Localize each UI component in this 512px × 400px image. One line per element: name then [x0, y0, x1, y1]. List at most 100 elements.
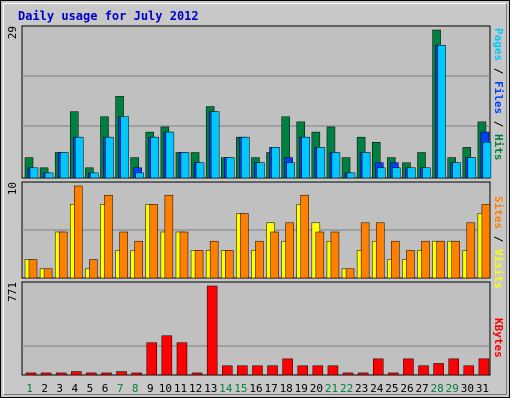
pages-bar: [120, 116, 129, 179]
kbytes-bar: [418, 365, 429, 376]
legend-hits: Hits: [492, 134, 505, 161]
kbytes-bar: [71, 371, 82, 376]
pages-bar: [59, 152, 69, 179]
day-label: 5: [87, 382, 94, 395]
sites-bar: [466, 222, 476, 279]
day-label: 12: [189, 382, 202, 395]
day-label: 24: [370, 382, 384, 395]
sites-bar: [300, 194, 309, 279]
pages-bar: [165, 131, 175, 179]
pages-bar: [150, 136, 160, 179]
day-label: 3: [56, 382, 63, 395]
pages-bar: [105, 136, 114, 179]
kbytes-bar: [342, 372, 354, 376]
legend-top: Pages / Files / Hits: [492, 28, 505, 161]
sites-bar: [194, 250, 204, 279]
day-label: 31: [476, 382, 489, 395]
sites-bar: [225, 250, 234, 279]
kbytes-bar: [222, 365, 233, 376]
pages-bar: [422, 167, 431, 179]
pages-bar: [271, 147, 280, 179]
kbytes-bar: [403, 358, 414, 376]
legend-sites: Sites: [492, 196, 505, 229]
kbytes-bar: [297, 365, 308, 376]
sites-bar: [58, 231, 68, 279]
day-label: 18: [280, 382, 293, 395]
pages-bar: [135, 172, 144, 179]
legend-middle: Sites / Visits: [492, 196, 505, 289]
pages-bar: [407, 167, 416, 179]
day-label: 4: [72, 382, 79, 395]
legend-visits: Visits: [492, 249, 505, 289]
pages-bar: [210, 111, 220, 179]
day-label: 9: [147, 382, 154, 395]
sites-bar: [179, 231, 189, 279]
sites-bar: [240, 213, 249, 279]
kbytes-bar: [131, 372, 142, 376]
day-label: 26: [400, 382, 413, 395]
y-tick-label: 10: [6, 182, 19, 195]
legend-sep: /: [492, 61, 505, 81]
day-label: 8: [132, 382, 139, 395]
day-label: 10: [159, 382, 172, 395]
pages-bar: [44, 172, 54, 179]
sites-bar: [28, 259, 38, 279]
sites-bar: [391, 240, 400, 279]
day-label: 21: [325, 382, 338, 395]
sites-bar: [345, 268, 355, 279]
kbytes-bar: [146, 342, 158, 376]
day-label: 28: [431, 382, 444, 395]
kbytes-bar: [267, 365, 278, 376]
y-tick-label: 29: [6, 26, 19, 39]
kbytes-bar: [252, 365, 263, 376]
y-tick-label: 771: [6, 282, 19, 302]
sites-bar: [149, 204, 159, 279]
legend-sep: /: [492, 114, 505, 134]
sites-bar: [209, 240, 219, 279]
kbytes-bar: [433, 363, 444, 376]
pages-bar: [286, 162, 295, 179]
kbytes-bar: [191, 372, 203, 376]
kbytes-bar: [327, 365, 339, 376]
pages-bar: [346, 172, 356, 179]
day-label: 19: [295, 382, 308, 395]
sites-bar: [74, 185, 83, 279]
plot-area: [21, 281, 491, 376]
sites-bar: [89, 259, 98, 279]
sites-bar: [406, 250, 415, 279]
pages-bar: [482, 142, 492, 179]
pages-bar: [241, 136, 250, 179]
sites-bar: [270, 231, 279, 279]
pages-bar: [361, 152, 371, 179]
pages-bar: [316, 147, 326, 179]
kbytes-bar: [161, 335, 173, 376]
sites-bar: [436, 240, 445, 279]
sites-bar: [134, 240, 143, 279]
sites-bar: [255, 240, 264, 279]
kbytes-bar: [388, 372, 399, 376]
pages-bar: [452, 162, 461, 179]
sites-bar: [375, 222, 385, 279]
day-label: 27: [415, 382, 428, 395]
pages-bar: [226, 157, 235, 179]
pages-bar: [90, 172, 99, 179]
day-label: 6: [102, 382, 109, 395]
kbytes-bar: [282, 358, 293, 376]
pages-bar: [195, 162, 205, 179]
sites-bar: [43, 268, 53, 279]
sites-bar: [104, 194, 113, 279]
legend-sep: /: [492, 229, 505, 249]
sites-bar: [481, 204, 491, 279]
day-label: 25: [385, 382, 398, 395]
day-label: 7: [117, 382, 124, 395]
kbytes-bar: [176, 342, 188, 376]
sites-bar: [360, 222, 370, 279]
day-label: 30: [461, 382, 474, 395]
kbytes-bar: [25, 372, 37, 376]
pages-bar: [180, 152, 190, 179]
day-label: 1: [26, 382, 33, 395]
pages-bar: [75, 136, 84, 179]
kbytes-bar: [448, 358, 459, 376]
kbytes-bar: [372, 358, 384, 376]
